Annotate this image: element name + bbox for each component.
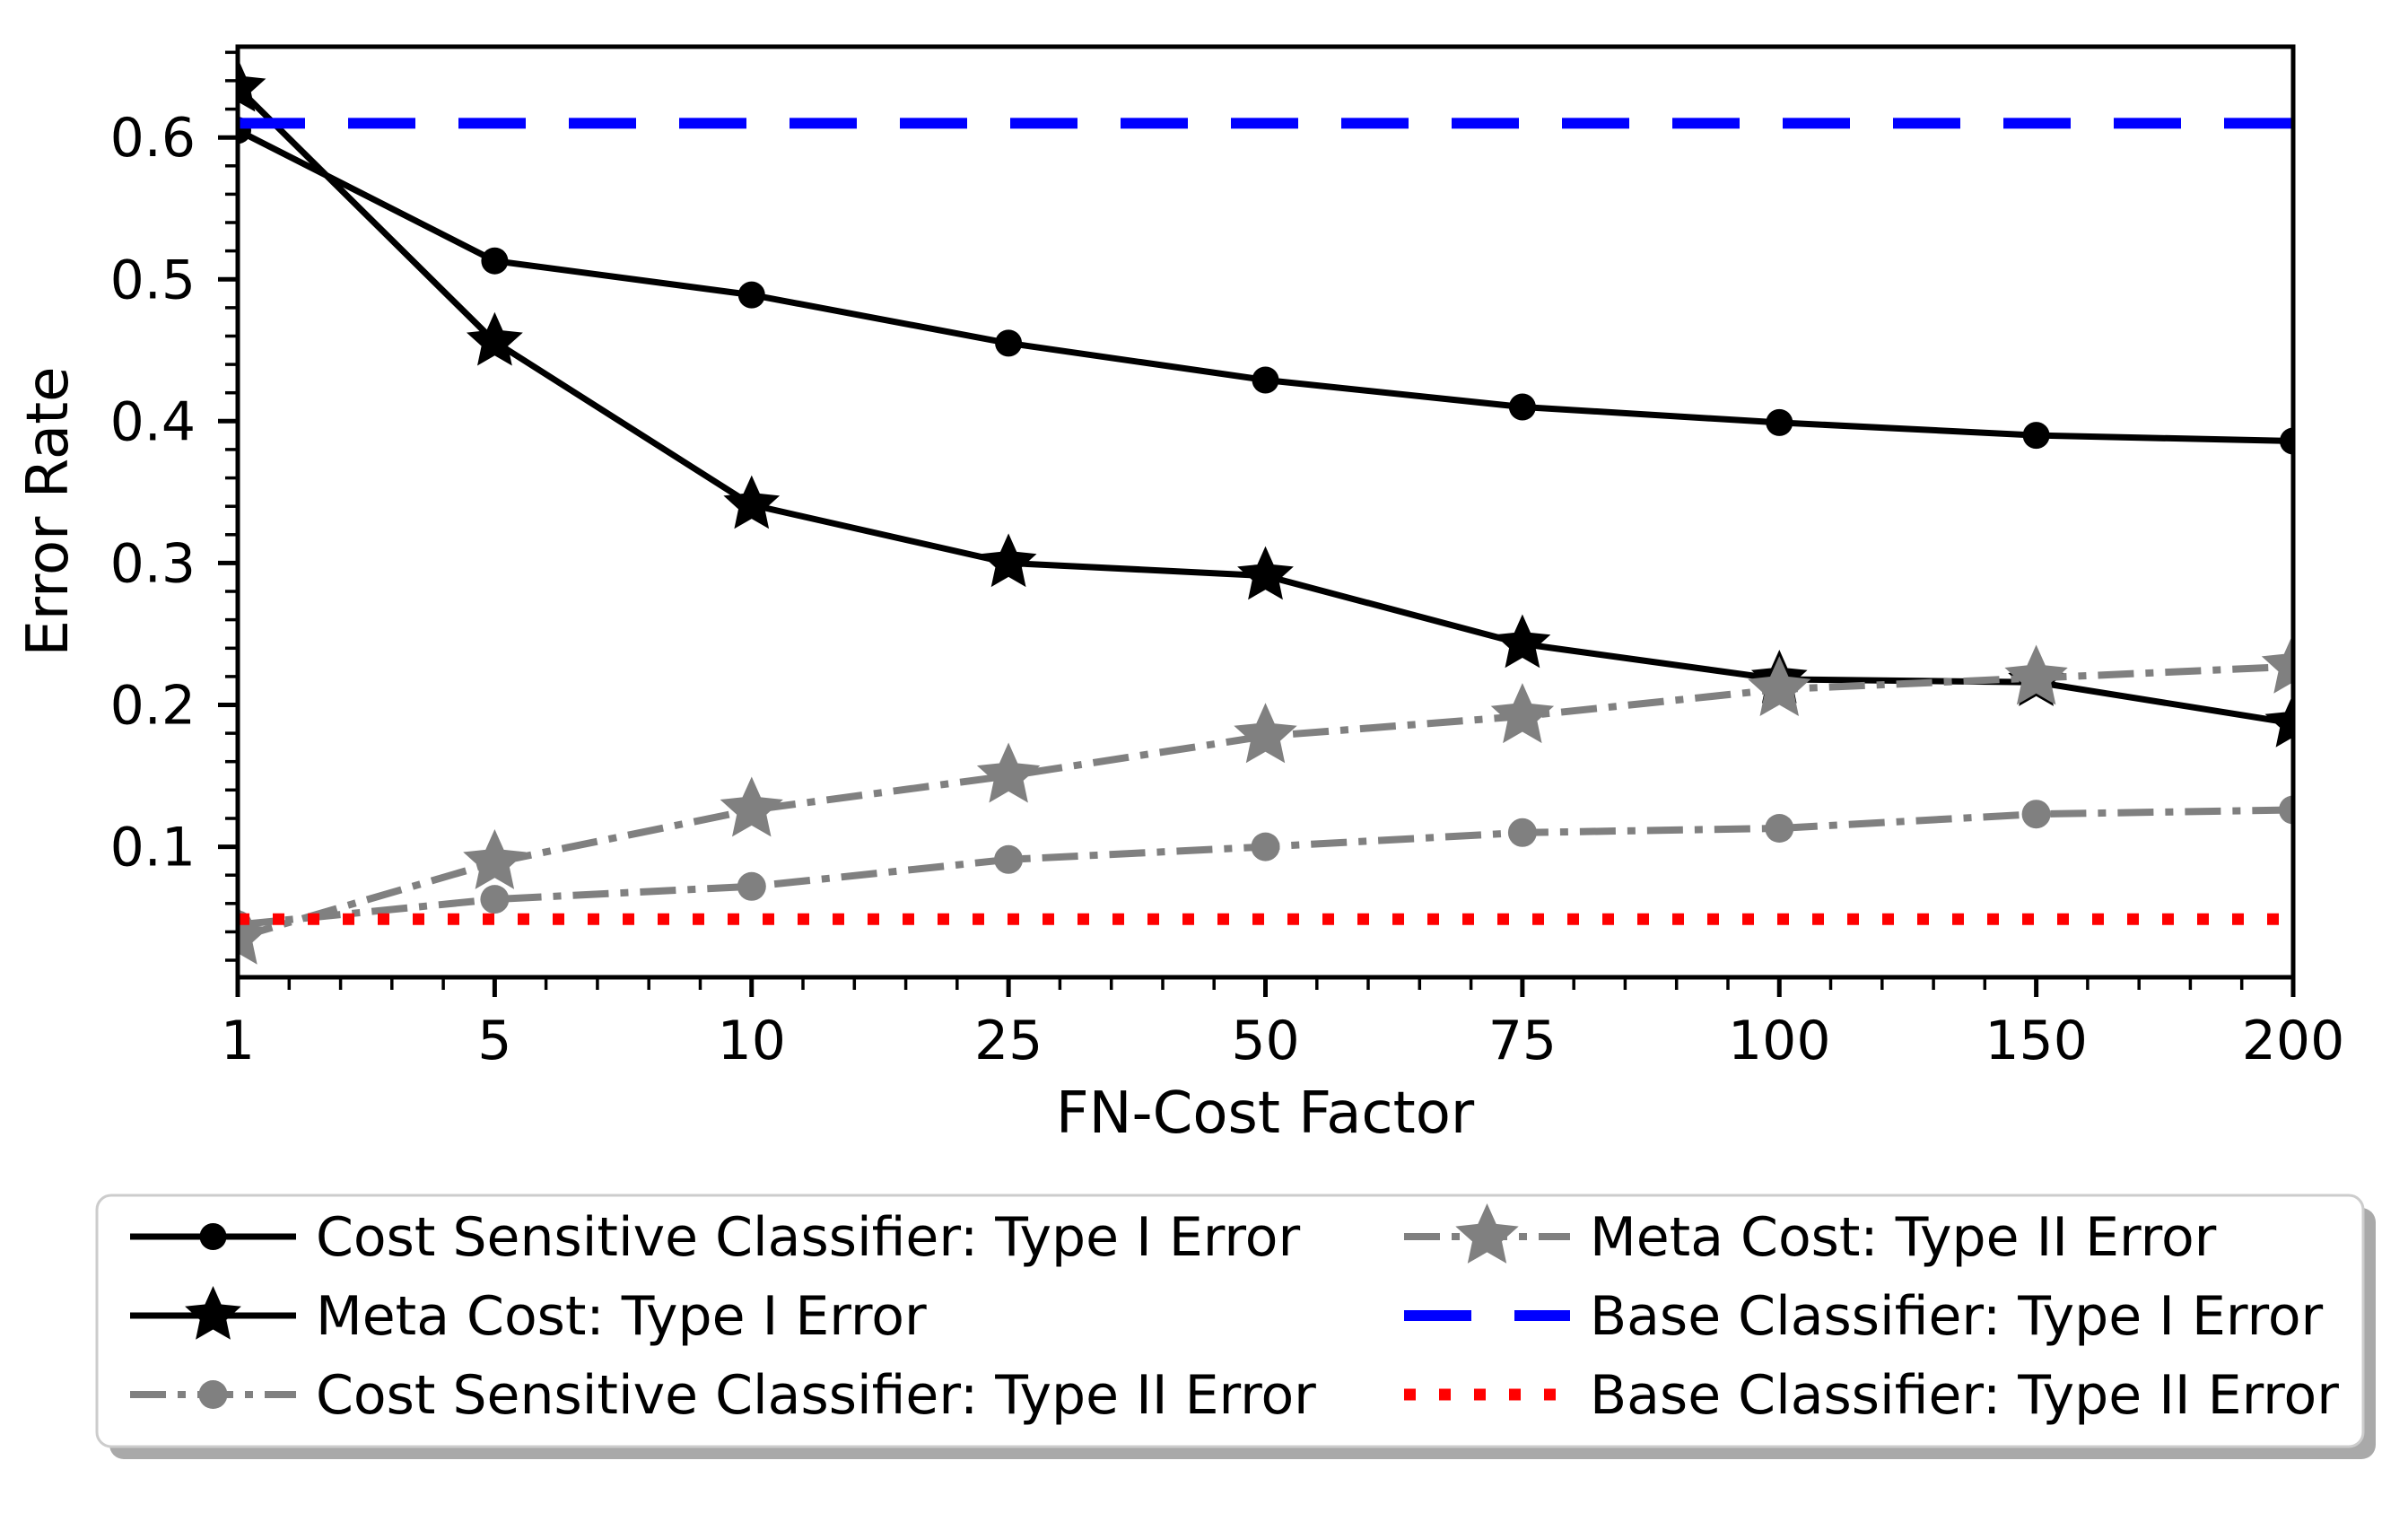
circle-marker (737, 281, 765, 309)
legend-label: Meta Cost: Type II Error (1590, 1206, 2217, 1269)
star-marker (238, 57, 266, 112)
star-marker (2261, 633, 2293, 694)
circle-marker (1251, 832, 1280, 861)
legend-label: Base Classifier: Type I Error (1590, 1285, 2324, 1348)
star-marker (1237, 546, 1294, 600)
circle-marker (480, 885, 510, 914)
legend-entry-0: Cost Sensitive Classifier: Type I Error (130, 1206, 1300, 1269)
circle-marker (1766, 408, 1793, 436)
x-tick-label: 200 (2242, 1010, 2345, 1072)
series-3 (238, 633, 2293, 965)
legend-circle-marker (198, 1380, 228, 1409)
legend: Cost Sensitive Classifier: Type I Error M… (95, 1194, 2376, 1459)
x-tick-label: 50 (1231, 1010, 1299, 1072)
circle-marker (2279, 795, 2293, 825)
circle-marker (2280, 427, 2293, 455)
star-marker (1494, 614, 1551, 669)
x-tick-label: 25 (974, 1010, 1043, 1072)
x-tick-label: 150 (1985, 1010, 2088, 1072)
star-marker (2264, 694, 2293, 748)
legend-label: Meta Cost: Type I Error (316, 1285, 927, 1348)
star-marker (980, 533, 1037, 588)
legend-star-marker (1455, 1203, 1519, 1264)
plot-series (238, 57, 2293, 965)
series-0 (238, 117, 2293, 455)
x-tick-label: 75 (1488, 1010, 1557, 1072)
star-marker (1490, 683, 1555, 744)
legend-label: Base Classifier: Type II Error (1590, 1364, 2339, 1427)
circle-marker (1508, 393, 1536, 421)
legend-entry-5: Base Classifier: Type II Error (1404, 1364, 2339, 1427)
x-tick-label: 5 (477, 1010, 511, 1072)
legend-entry-2: Cost Sensitive Classifier: Type II Error (130, 1364, 1316, 1427)
series-line-3 (238, 662, 2293, 941)
star-marker (467, 311, 523, 366)
legend-label: Cost Sensitive Classifier: Type I Error (316, 1206, 1300, 1269)
x-axis-label: FN-Cost Factor (1056, 1080, 1475, 1147)
y-tick-label: 0.2 (110, 675, 196, 738)
legend-star-marker (185, 1286, 241, 1340)
legend-box (95, 1194, 2365, 1448)
legend-label: Cost Sensitive Classifier: Type II Error (316, 1364, 1316, 1427)
star-marker (1234, 703, 1297, 764)
star-marker (238, 904, 270, 965)
star-marker (1748, 656, 1811, 716)
y-tick-label: 0.6 (110, 107, 196, 170)
y-tick-label: 0.5 (110, 249, 196, 311)
star-marker (463, 829, 527, 889)
legend-entry-3: Meta Cost: Type II Error (1404, 1203, 2217, 1269)
legend-entry-1: Meta Cost: Type I Error (130, 1285, 927, 1348)
circle-marker (1252, 366, 1279, 394)
circle-marker (2021, 800, 2051, 829)
y-axis-label: Error Rate (15, 366, 82, 656)
circle-marker (994, 844, 1024, 874)
y-tick-label: 0.4 (110, 390, 196, 453)
circle-marker (2022, 422, 2050, 450)
x-tick-label: 1 (221, 1010, 255, 1072)
star-marker (723, 475, 781, 529)
legend-entry-4: Base Classifier: Type I Error (1404, 1285, 2324, 1348)
y-tick-label: 0.1 (110, 817, 196, 879)
star-marker (2004, 644, 2068, 705)
y-tick-label: 0.3 (110, 532, 196, 595)
circle-marker (995, 329, 1023, 357)
x-tick-label: 100 (1728, 1010, 1831, 1072)
circle-marker (481, 247, 509, 275)
legend-circle-marker (199, 1223, 227, 1250)
y-axis: 0.1 0.2 0.3 0.4 0.5 0.6 (110, 50, 238, 962)
x-tick-label: 10 (718, 1010, 786, 1072)
star-marker (720, 776, 783, 837)
circle-marker (737, 871, 766, 901)
circle-marker (1765, 814, 1794, 843)
x-axis: 1 5 10 25 50 75 100 150 200 (221, 977, 2344, 1072)
circle-marker (1507, 818, 1537, 847)
star-marker (976, 742, 1041, 803)
